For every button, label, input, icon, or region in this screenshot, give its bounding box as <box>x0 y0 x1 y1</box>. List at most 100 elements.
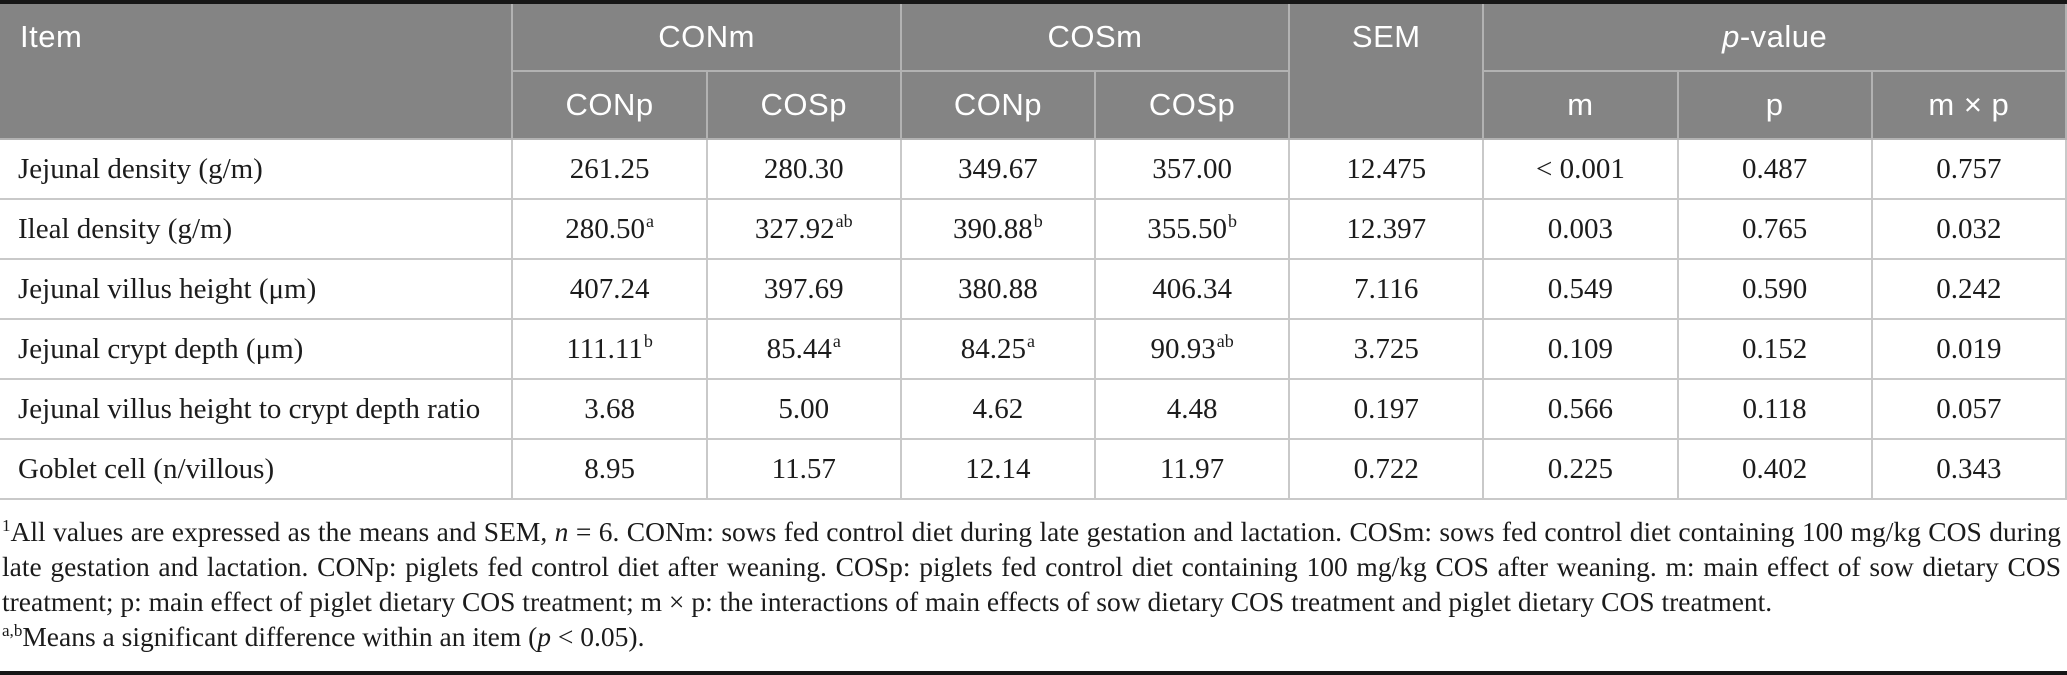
col-header-conm-conp: CONp <box>512 70 708 140</box>
value-cell: 349.67 <box>899 138 1097 200</box>
col-header-conm-cosp: COSp <box>705 70 902 140</box>
value-cell: 390.88b <box>899 198 1097 260</box>
significance-superscript: ab <box>1216 330 1234 351</box>
value-cell: 0.566 <box>1482 378 1679 440</box>
footnote-1-text-post: = 6. CONm: sows fed control diet during … <box>2 516 2061 617</box>
value-cell: 355.50b <box>1093 198 1291 260</box>
col-header-cosm: COSm <box>899 4 1291 72</box>
col-header-sem: SEM <box>1288 4 1485 140</box>
value-cell: 0.109 <box>1482 318 1679 380</box>
significance-superscript: b <box>1227 210 1237 231</box>
row-item-label: Ileal density (g/m) <box>0 198 514 260</box>
col-header-p-m: m <box>1482 70 1679 140</box>
col-header-conm: CONm <box>511 4 902 72</box>
value-cell: 3.68 <box>511 378 708 440</box>
row-item-label: Goblet cell (n/villous) <box>0 438 514 500</box>
header-row-sub: CONp COSp CONp COSp m p m × p <box>0 70 2067 140</box>
value-cell: 0.549 <box>1482 258 1679 320</box>
value-cell: 12.397 <box>1288 198 1485 260</box>
value-cell: 0.019 <box>1870 318 2067 380</box>
value-cell: 85.44a <box>705 318 902 380</box>
value-cell: 11.97 <box>1093 438 1291 500</box>
value-cell: 7.116 <box>1288 258 1485 320</box>
header-row-groups: Item CONm COSm SEM p-value <box>0 4 2067 140</box>
footnotes: 1All values are expressed as the means a… <box>0 500 2067 654</box>
table-row: Ileal density (g/m) 280.50a 327.92ab 390.88… <box>0 198 2067 260</box>
value-cell: 0.225 <box>1482 438 1679 500</box>
col-header-cosm-conp: CONp <box>899 70 1097 140</box>
significance-superscript: a <box>645 210 654 231</box>
row-item-label: Jejunal villus height to crypt depth rat… <box>0 378 514 440</box>
value-cell: 0.242 <box>1870 258 2067 320</box>
footnote-2-text-post: < 0.05). <box>551 621 645 652</box>
significance-superscript: b <box>643 330 653 351</box>
row-item-label: Jejunal density (g/m) <box>0 138 514 200</box>
value-cell: 4.48 <box>1093 378 1291 440</box>
value-cell: 0.057 <box>1870 378 2067 440</box>
value-cell: 327.92ab <box>705 198 902 260</box>
significance-superscript: a <box>832 330 841 351</box>
value-cell: 84.25a <box>899 318 1097 380</box>
value-cell: 0.402 <box>1676 438 1873 500</box>
value-cell: 0.118 <box>1676 378 1873 440</box>
significance-superscript: a <box>1027 330 1036 351</box>
footnote-1-italic-n: n <box>554 516 569 547</box>
table-row: Jejunal density (g/m) 261.25 280.30 349.67 3… <box>0 138 2067 200</box>
value-cell: 0.003 <box>1482 198 1679 260</box>
col-header-p-mxp: m × p <box>1870 70 2067 140</box>
col-header-item: Item <box>0 4 514 140</box>
value-cell: 380.88 <box>899 258 1097 320</box>
page-bottom-rule <box>0 671 2067 675</box>
value-cell: 0.197 <box>1288 378 1485 440</box>
footnote-2-text-pre: Means a significant difference within an… <box>22 621 538 652</box>
value-cell: 0.590 <box>1676 258 1873 320</box>
value-cell: 11.57 <box>705 438 902 500</box>
significance-superscript: ab <box>835 210 853 231</box>
value-cell: < 0.001 <box>1482 138 1679 200</box>
value-cell: 111.11b <box>511 318 708 380</box>
value-cell: 0.757 <box>1870 138 2067 200</box>
value-cell: 12.14 <box>899 438 1097 500</box>
footnote-2-marker: a,b <box>2 620 23 640</box>
value-cell: 12.475 <box>1288 138 1485 200</box>
table-body: Jejunal density (g/m) 261.25 280.30 349.67 3… <box>0 138 2067 500</box>
footnote-1-text-pre: All values are expressed as the means an… <box>10 516 555 547</box>
row-item-label: Jejunal villus height (μm) <box>0 258 514 320</box>
significance-superscript: b <box>1033 210 1043 231</box>
value-cell: 3.725 <box>1288 318 1485 380</box>
table-row: Jejunal villus height to crypt depth rat… <box>0 378 2067 440</box>
col-header-p-p: p <box>1676 70 1873 140</box>
value-cell: 90.93ab <box>1093 318 1291 380</box>
value-cell: 0.722 <box>1288 438 1485 500</box>
value-cell: 407.24 <box>511 258 708 320</box>
value-cell: 8.95 <box>511 438 708 500</box>
table-header: Item CONm COSm SEM p-value CONp COSp CON… <box>0 4 2067 140</box>
value-cell: 0.343 <box>1870 438 2067 500</box>
value-cell: 406.34 <box>1093 258 1291 320</box>
table-top-rule <box>0 0 2067 4</box>
footnote-2: a,bMeans a significant difference within… <box>2 619 2061 654</box>
value-cell: 4.62 <box>899 378 1097 440</box>
col-header-cosm-cosp: COSp <box>1093 70 1291 140</box>
value-cell: 261.25 <box>511 138 708 200</box>
col-header-pvalue: p-value <box>1482 4 2067 72</box>
footnote-2-italic-p: p <box>537 621 552 652</box>
table-row: Jejunal crypt depth (μm) 111.11b 85.44a 84.… <box>0 318 2067 380</box>
value-cell: 397.69 <box>705 258 902 320</box>
value-cell: 0.152 <box>1676 318 1873 380</box>
results-table: Item CONm COSm SEM p-value CONp COSp CON… <box>0 4 2067 500</box>
value-cell: 280.50a <box>511 198 708 260</box>
value-cell: 357.00 <box>1093 138 1291 200</box>
footnote-1-marker: 1 <box>2 515 11 535</box>
pvalue-suffix: -value <box>1739 19 1828 54</box>
pvalue-italic-p: p <box>1722 19 1740 54</box>
value-cell: 0.032 <box>1870 198 2067 260</box>
value-cell: 0.765 <box>1676 198 1873 260</box>
value-cell: 280.30 <box>705 138 902 200</box>
value-cell: 0.487 <box>1676 138 1873 200</box>
footnote-1: 1All values are expressed as the means a… <box>2 514 2061 619</box>
table-row: Goblet cell (n/villous) 8.95 11.57 12.14 11.… <box>0 438 2067 500</box>
table-row: Jejunal villus height (μm) 407.24 397.69 38… <box>0 258 2067 320</box>
row-item-label: Jejunal crypt depth (μm) <box>0 318 514 380</box>
value-cell: 5.00 <box>705 378 902 440</box>
